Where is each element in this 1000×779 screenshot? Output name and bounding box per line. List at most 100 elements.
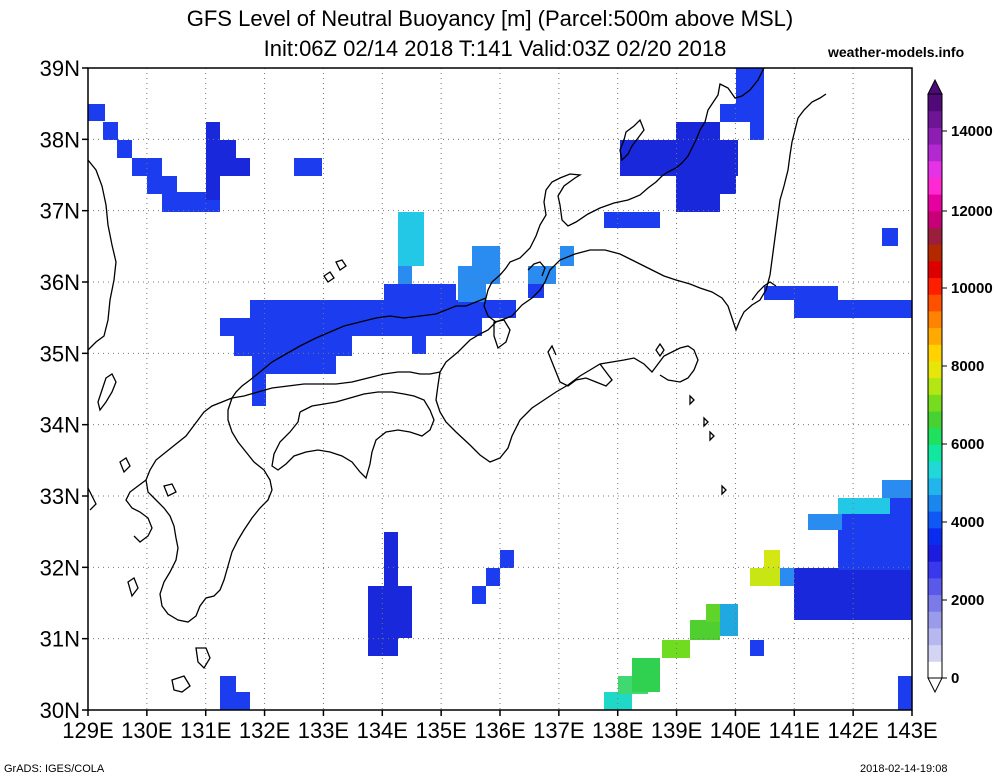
colorbar-segment [928,394,942,412]
colorbar-label: 10000 [951,280,993,297]
colorbar-segment [928,577,942,596]
map-frame [82,67,913,716]
colorbar-segment [928,561,942,579]
colorbar-label: 14000 [951,123,993,140]
lat-tick-label: 36N [40,270,80,295]
coast-sado [619,118,645,162]
colorbar-segment [928,494,942,512]
coast-chugoku-south [231,371,441,399]
colorbar-segment [928,310,942,329]
coast-shikoku [271,391,435,480]
coast-bay [547,344,613,387]
lon-tick-label: 133E [298,718,349,743]
colorbar-bottom-arrow [927,677,943,694]
colorbar-segment [928,144,942,162]
colorbar-segment [928,511,942,529]
lat-tick-label: 38N [40,127,80,152]
lon-tick-label: 136E [474,718,525,743]
credit-text: GrADS: IGES/COLA [4,763,105,775]
colorbar-segment [928,227,942,245]
lon-tick-label: 134E [357,718,408,743]
coast-kyushu [145,397,273,623]
colorbar-segment [928,244,942,262]
lat-tick-label: 33N [40,484,80,509]
colorbar-segment [928,110,942,128]
coast-tsushima [97,373,117,412]
colorbar-segment [928,160,942,178]
lon-tick-label: 130E [121,718,172,743]
colorbar-segment [928,127,942,145]
coast-kii [435,321,699,463]
coast-oki2 [335,259,347,271]
coast-izu-islands [689,394,727,496]
coast-goto [119,457,131,474]
colorbar-segment [928,461,942,479]
colorbar-segment [928,294,942,312]
coast-kyushu-west [125,479,153,543]
colorbar-segment [928,260,942,279]
coast-inland-sea [231,297,487,399]
coast-tanegashima [195,647,211,670]
buoyancy-fill-layer [88,68,912,710]
lat-tick-label: 31N [40,627,80,652]
colorbar-segment [928,177,942,195]
colorbar-segment [928,594,942,612]
colorbar-segment [928,444,942,462]
coast-oki [323,271,335,283]
coast-bay-tokyo [751,281,777,301]
coast-yakushima [171,675,191,693]
lat-tick-label: 39N [40,56,80,81]
map-subtitle: Init:06Z 02/14 2018 T:141 Valid:03Z 02/2… [263,36,727,61]
colorbar-segment [928,544,942,562]
lon-tick-label: 142E [827,718,878,743]
colorbar-label: 2000 [951,592,984,609]
coast-awaji [493,319,511,350]
coastlines [87,67,827,693]
colorbar-segment [928,360,942,379]
lon-tick-label: 141E [769,718,820,743]
lon-tick-label: 129E [62,718,113,743]
lon-tick-label: 139E [651,718,702,743]
colorbar-segment [928,477,942,495]
lon-tick-label: 135E [415,718,466,743]
colorbar-segment [928,210,942,228]
axis-labels: 129E 130E 131E 132E 133E 134E 135E 136E 137E 138E… [40,56,938,743]
lon-tick-label: 140E [710,718,761,743]
lon-tick-label: 138E [592,718,643,743]
lon-tick-label: 132E [239,718,290,743]
colorbar-label: 0 [951,670,959,687]
lat-tick-label: 37N [40,199,80,224]
map-title: GFS Level of Neutral Buoyancy [m] (Parce… [186,6,794,31]
site-brand: weather-models.info [828,44,965,60]
colorbar: 14000 12000 10000 8000 6000 4000 2000 0 [927,78,993,694]
colorbar-label: 6000 [951,436,984,453]
coast-koshiki [127,577,139,598]
colorbar-segment [928,411,942,429]
coast-china [87,487,97,511]
grid-lines [88,68,912,710]
colorbar-label: 8000 [951,358,984,375]
colorbar-segment [928,327,942,345]
lat-tick-label: 32N [40,555,80,580]
coast-korea [87,159,117,351]
coast-pacific [495,93,827,332]
coast-uki [163,483,177,497]
lon-tick-label: 143E [886,718,937,743]
colorbar-segment [928,194,942,212]
colorbar-segment [928,527,942,546]
lat-tick-label: 35N [40,341,80,366]
coast-honshu-north [483,67,765,323]
colorbar-segment [928,94,942,112]
colorbar-segment [928,661,942,679]
colorbar-segment [928,627,942,646]
lat-tick-label: 30N [40,698,80,723]
colorbar-segment [928,377,942,395]
lon-tick-label: 137E [533,718,584,743]
timestamp-text: 2018-02-14-19:08 [860,763,948,775]
colorbar-label: 12000 [951,203,993,220]
colorbar-segment [928,427,942,445]
colorbar-segment [928,277,942,295]
coast-izu [655,342,665,358]
colorbar-segment [928,644,942,662]
